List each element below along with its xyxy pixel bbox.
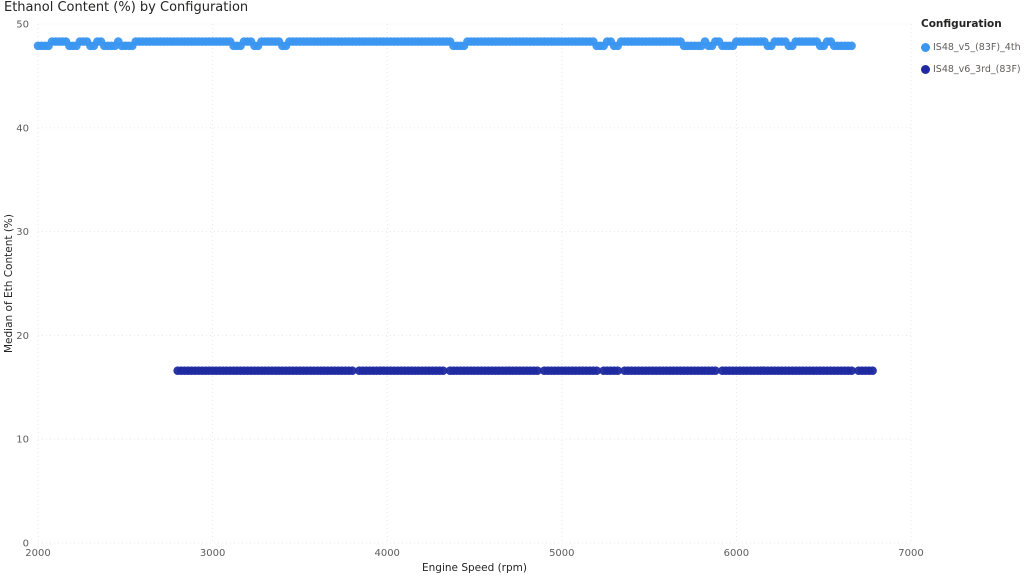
legend-title: Configuration xyxy=(921,18,1002,30)
legend-item-series-0[interactable]: IS48_v5_(83F)_4th xyxy=(921,36,1021,58)
x-tick-label: 4000 xyxy=(374,548,399,559)
x-tick-label: 7000 xyxy=(898,548,923,559)
legend-marker-icon xyxy=(921,64,930,74)
data-points[interactable] xyxy=(33,37,877,376)
y-axis-title: Median of Eth Content (%) xyxy=(3,214,15,353)
data-point-series-1[interactable] xyxy=(711,366,720,376)
x-tick-label: 5000 xyxy=(549,548,574,559)
y-tick-label: 10 xyxy=(16,435,29,446)
legend-label: IS48_v5_(83F)_4th xyxy=(933,41,1021,53)
legend-label: IS48_v6_3rd_(83F) xyxy=(933,63,1021,75)
y-axis: 0 10 20 30 40 50 xyxy=(16,20,29,550)
data-point-series-1[interactable] xyxy=(533,366,542,376)
x-axis-title: Engine Speed (rpm) xyxy=(422,562,527,574)
y-tick-label: 20 xyxy=(16,331,29,342)
y-tick-label: 50 xyxy=(16,20,29,31)
x-tick-label: 6000 xyxy=(724,548,749,559)
legend-marker-icon xyxy=(921,42,930,52)
x-axis: 2000 3000 4000 5000 6000 7000 xyxy=(25,548,923,559)
data-point-series-1[interactable] xyxy=(613,366,622,376)
data-point-series-1[interactable] xyxy=(847,366,856,376)
chart-title: Ethanol Content (%) by Configuration xyxy=(4,0,249,15)
data-point-series-1[interactable] xyxy=(868,366,877,376)
y-tick-label: 40 xyxy=(16,123,29,134)
y-tick-label: 0 xyxy=(23,539,29,550)
y-tick-label: 30 xyxy=(16,227,29,238)
x-tick-label: 3000 xyxy=(200,548,225,559)
data-point-series-1[interactable] xyxy=(438,366,448,376)
gridlines xyxy=(37,23,912,544)
legend-item-series-1[interactable]: IS48_v6_3rd_(83F) xyxy=(921,58,1021,80)
x-tick-label: 2000 xyxy=(25,548,50,559)
data-point-series-1[interactable] xyxy=(592,366,601,376)
legend: Configuration IS48_v5_(83F)_4th IS48_v6_… xyxy=(921,18,1021,80)
data-point-series-1[interactable] xyxy=(348,366,357,376)
data-point-series-0[interactable] xyxy=(847,41,856,51)
